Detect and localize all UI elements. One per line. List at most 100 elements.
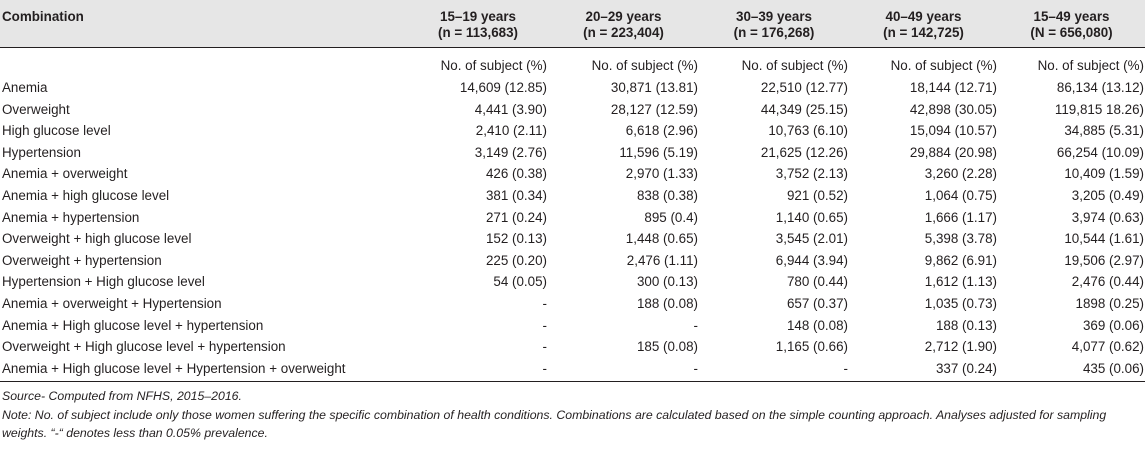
- table-row: Anemia + high glucose level 381 (0.34) 838…: [0, 185, 1145, 207]
- value-cell: 3,752 (2.13): [775, 166, 848, 182]
- group-header: 15–19 years (n = 113,683): [408, 0, 548, 49]
- value-cell: 1,140 (0.65): [775, 209, 848, 225]
- value-cell: 148 (0.08): [786, 317, 848, 333]
- value-cell: 10,763 (6.10): [768, 123, 848, 139]
- combination-cell: Anemia + High glucose level + Hypertensi…: [0, 357, 408, 383]
- value-cell: 21,625 (12.26): [760, 144, 848, 160]
- value-cell: -: [699, 357, 849, 383]
- value-cell: 1898 (0.25): [1075, 295, 1145, 311]
- group-label: 40–49 years: [885, 9, 962, 24]
- value-cell: 34,885 (5.31): [1064, 123, 1144, 139]
- value-cell: 15,094 (10.57): [909, 123, 997, 139]
- value-cell: 1,064 (0.75): [924, 187, 997, 203]
- value-cell: 921 (0.52): [786, 187, 848, 203]
- group-n: (n = 176,268): [733, 25, 815, 41]
- value-cell: 6,944 (3.94): [775, 252, 848, 268]
- group-n: (n = 223,404): [583, 25, 664, 41]
- group-n: (n = 113,683): [437, 25, 519, 41]
- combination-cell: High glucose level: [2, 123, 111, 139]
- value-cell: 42,898 (30.05): [909, 101, 997, 117]
- value-cell: 119,815 18.26): [1054, 101, 1144, 117]
- combination-cell: Anemia + overweight: [2, 166, 128, 182]
- value-cell: 6,618 (2.96): [625, 123, 698, 139]
- value-cell: 2,476 (0.44): [1071, 274, 1144, 290]
- table-row: Overweight + high glucose level 152 (0.13…: [0, 228, 1145, 250]
- value-cell: 426 (0.38): [485, 166, 547, 182]
- table-row: Overweight 4,441 (3.90) 28,127 (12.59) 44,3…: [0, 99, 1145, 121]
- value-cell: 369 (0.06): [1082, 317, 1144, 333]
- value-cell: 3,149 (2.76): [474, 144, 547, 160]
- subheader-cell: No. of subject (%): [741, 58, 848, 74]
- combination-cell: Anemia + High glucose level + hypertensi…: [2, 317, 264, 333]
- table-row: Anemia 14,609 (12.85) 30,871 (13.81) 22,510…: [0, 77, 1145, 99]
- value-cell: 1,165 (0.66): [775, 339, 848, 355]
- value-cell: 44,349 (25.15): [760, 101, 848, 117]
- group-n: (n = 142,725): [883, 25, 964, 41]
- value-cell: 895 (0.4): [644, 209, 698, 225]
- table-row: Overweight + High glucose level + hypert…: [0, 336, 1145, 358]
- value-cell: 54 (0.05): [493, 274, 547, 290]
- table-row: Anemia + overweight + Hypertension - 188 (…: [0, 293, 1145, 315]
- table-row: Anemia + High glucose level + Hypertensi…: [0, 357, 1145, 383]
- combination-cell: Overweight + hypertension: [2, 252, 162, 268]
- value-cell: 10,409 (1.59): [1064, 166, 1144, 182]
- value-cell: 838 (0.38): [636, 187, 698, 203]
- value-cell: 188 (0.08): [636, 295, 698, 311]
- combination-cell: Overweight + High glucose level + hypert…: [2, 339, 286, 355]
- value-cell: 29,884 (20.98): [909, 144, 997, 160]
- table-row: Hypertension + High glucose level 54 (0.0…: [0, 272, 1145, 294]
- value-cell: 4,077 (0.62): [1071, 339, 1144, 355]
- value-cell: 225 (0.20): [485, 252, 547, 268]
- subheader-cell: No. of subject (%): [890, 58, 997, 74]
- group-label: 15–19 years: [440, 9, 516, 24]
- value-cell: 188 (0.13): [935, 317, 997, 333]
- group-label: 20–29 years: [585, 9, 662, 24]
- value-cell: 3,260 (2.28): [924, 166, 997, 182]
- combination-cell: Anemia: [2, 80, 48, 95]
- value-cell: 185 (0.08): [636, 339, 698, 355]
- group-header: 30–39 years (n = 176,268): [699, 0, 849, 49]
- table-row: Hypertension 3,149 (2.76) 11,596 (5.19) 21,…: [0, 142, 1145, 164]
- table-row: Anemia + High glucose level + hypertensi…: [0, 315, 1145, 337]
- value-cell: -: [693, 317, 698, 333]
- value-cell: -: [542, 339, 547, 355]
- value-cell: 18,144 (12.71): [909, 80, 997, 95]
- group-label: 15–49 years: [1033, 9, 1110, 24]
- value-cell: 271 (0.24): [485, 209, 547, 225]
- value-cell: -: [548, 357, 699, 383]
- value-cell: 2,410 (2.11): [475, 123, 547, 139]
- subheader-empty-cell: [0, 48, 408, 78]
- value-cell: 780 (0.44): [786, 274, 848, 290]
- value-cell: 2,970 (1.33): [625, 166, 698, 182]
- value-cell: 30,871 (13.81): [610, 80, 698, 95]
- header-row: Combination 15–19 years (n = 113,683) 20…: [0, 0, 1145, 49]
- explanatory-note: Note: No. of subject include only those …: [2, 407, 1107, 441]
- value-cell: 657 (0.37): [786, 295, 848, 311]
- value-cell: 337 (0.24): [849, 357, 998, 383]
- value-cell: 14,609 (12.85): [459, 80, 547, 95]
- table-container: Combination 15–19 years (n = 113,683) 20…: [0, 0, 1145, 441]
- subheader-cell: No. of subject (%): [591, 58, 698, 74]
- value-cell: 1,612 (1.13): [924, 274, 997, 290]
- value-cell: 2,712 (1.90): [924, 339, 997, 355]
- group-header: 20–29 years (n = 223,404): [548, 0, 699, 49]
- value-cell: 2,476 (1.11): [626, 252, 698, 268]
- value-cell: 381 (0.34): [485, 187, 547, 203]
- combination-cell: Anemia + high glucose level: [2, 187, 170, 203]
- combination-cell: Overweight + high glucose level: [2, 231, 192, 247]
- value-cell: -: [408, 357, 548, 383]
- value-cell: 152 (0.13): [485, 231, 547, 247]
- value-cell: 1,035 (0.73): [924, 295, 997, 311]
- data-table: Combination 15–19 years (n = 113,683) 20…: [0, 0, 1145, 383]
- value-cell: 435 (0.06): [998, 357, 1145, 383]
- combination-cell: Hypertension: [2, 144, 81, 160]
- combination-header: Combination: [0, 0, 408, 49]
- value-cell: 19,506 (2.97): [1064, 252, 1144, 268]
- value-cell: 4,441 (3.90): [474, 101, 547, 117]
- group-header: 15–49 years (N = 656,080): [998, 0, 1145, 49]
- group-header: 40–49 years (n = 142,725): [849, 0, 998, 49]
- combination-cell: Anemia + hypertension: [2, 209, 140, 225]
- value-cell: 28,127 (12.59): [610, 101, 698, 117]
- value-cell: 9,862 (6.91): [924, 252, 997, 268]
- subheader-row: No. of subject (%) No. of subject (%) No…: [0, 48, 1145, 78]
